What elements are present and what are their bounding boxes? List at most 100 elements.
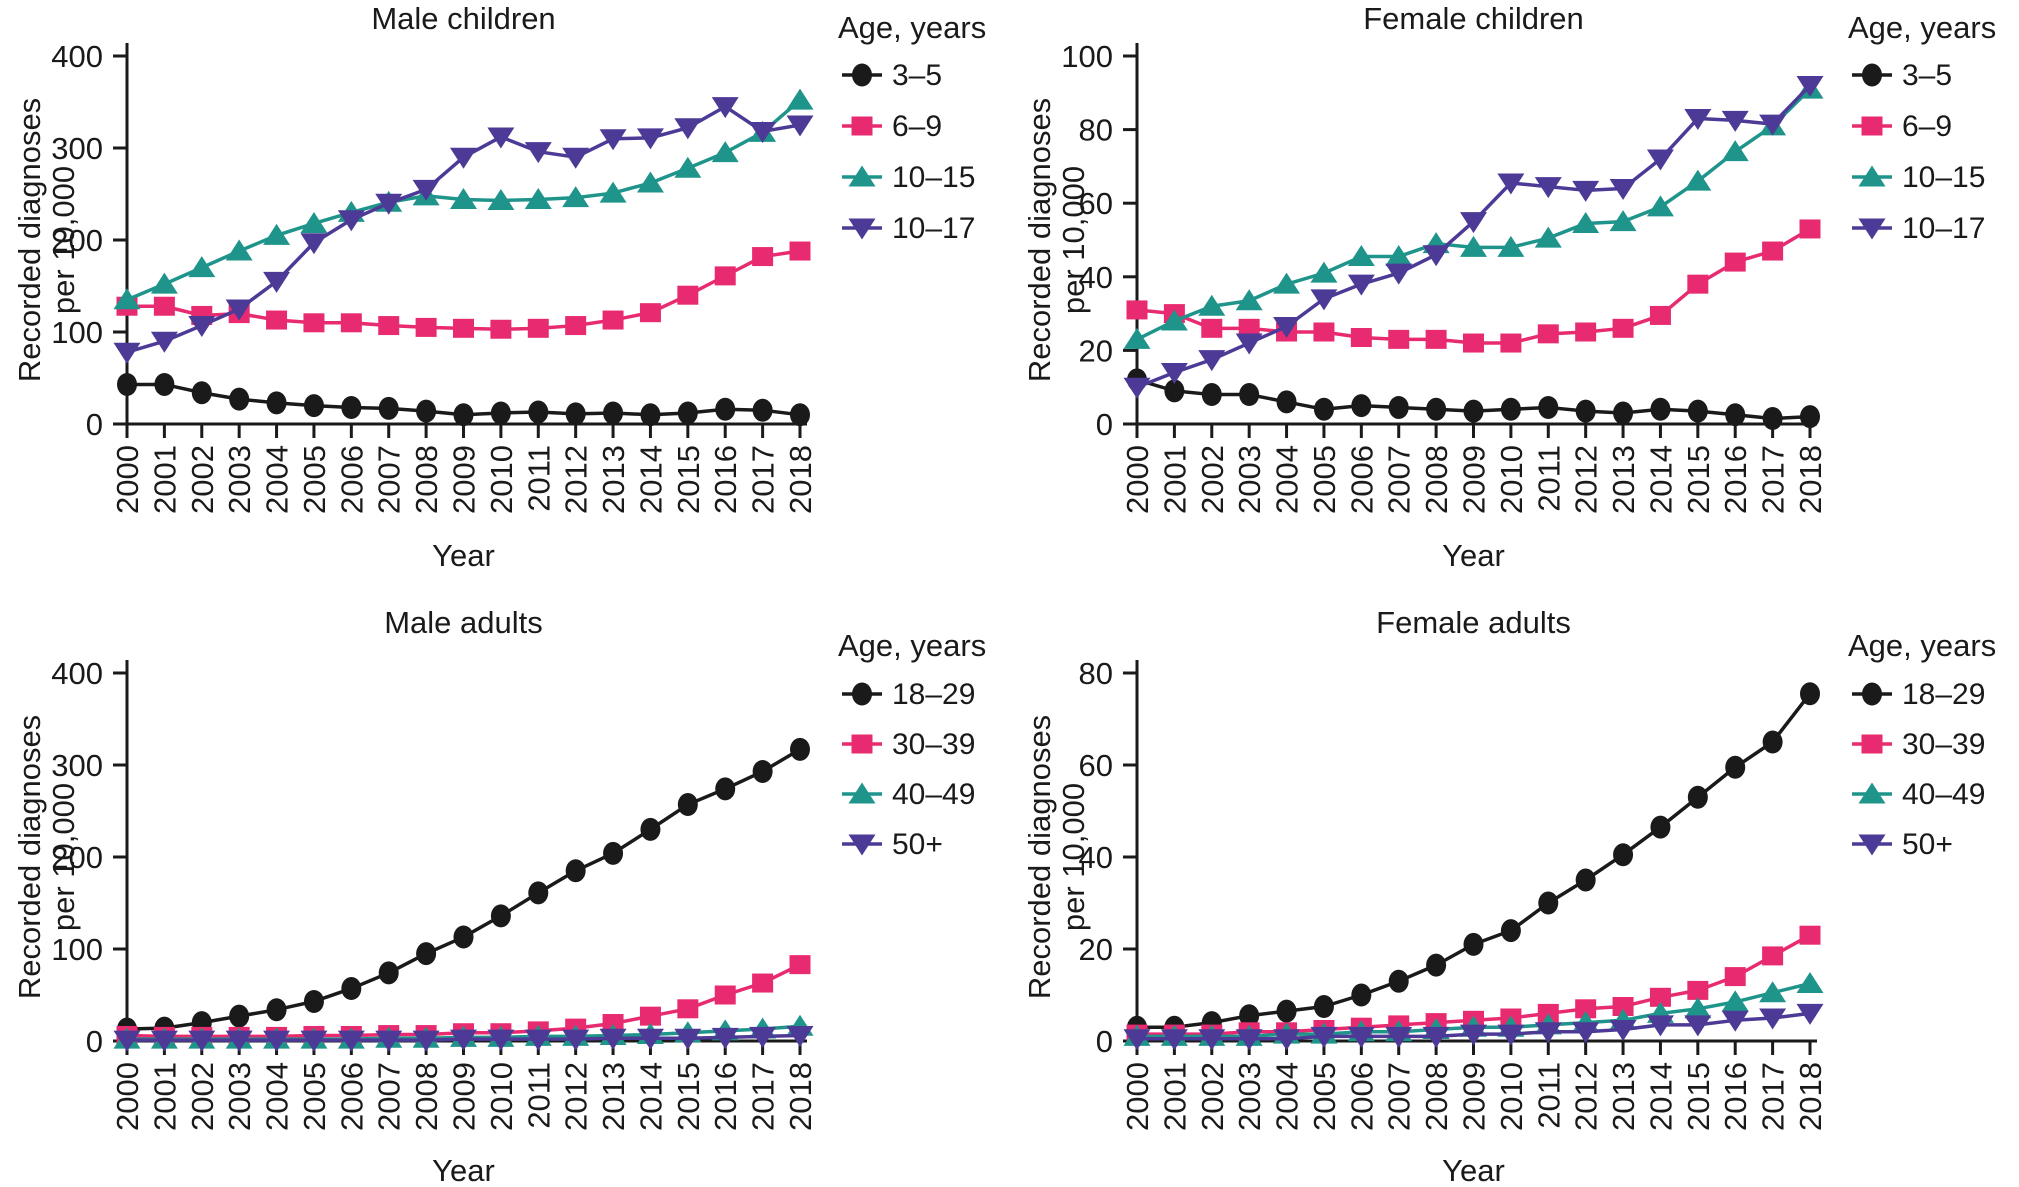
data-point-marker xyxy=(188,1030,216,1052)
series-line xyxy=(127,249,801,331)
data-point-marker xyxy=(378,396,399,420)
data-point-marker xyxy=(714,266,736,286)
data-point-marker xyxy=(1347,1026,1375,1048)
data-point-marker xyxy=(565,316,587,336)
data-point-marker xyxy=(1238,318,1260,338)
data-point-marker xyxy=(1160,309,1188,331)
data-point-marker xyxy=(191,381,212,405)
data-point-marker xyxy=(341,977,362,1001)
data-point-marker xyxy=(1721,140,1749,162)
legend-label: 30–39 xyxy=(1902,728,1985,761)
data-point-marker xyxy=(1649,305,1671,325)
data-point-marker xyxy=(266,391,287,415)
data-point-marker xyxy=(1534,177,1562,199)
data-point-marker xyxy=(1725,403,1746,427)
data-point-marker xyxy=(229,387,250,411)
data-point-marker xyxy=(1572,1022,1600,1044)
legend-marker xyxy=(852,63,872,87)
data-point-marker xyxy=(1160,1029,1188,1051)
data-point-marker xyxy=(1126,300,1148,320)
data-point-marker xyxy=(565,859,586,883)
data-point-marker xyxy=(1575,322,1597,342)
x-tick-label: 2005 xyxy=(297,1062,332,1131)
y-tick-label: 100 xyxy=(1061,39,1113,74)
series-line xyxy=(1137,692,1812,1029)
legend-title: Age, years xyxy=(838,628,986,663)
legend-marker xyxy=(848,218,876,240)
data-point-marker xyxy=(303,313,325,333)
data-point-marker xyxy=(150,272,178,294)
y-tick-label: 100 xyxy=(51,932,103,967)
series-10-17 xyxy=(113,97,814,364)
data-point-marker xyxy=(1198,1029,1226,1051)
data-point-marker xyxy=(1422,1026,1450,1048)
x-tick-label: 2008 xyxy=(1419,1062,1454,1131)
data-point-marker xyxy=(378,961,399,985)
axes xyxy=(113,660,807,1055)
x-tick-label: 2014 xyxy=(1643,1062,1678,1131)
data-point-marker xyxy=(524,1029,552,1051)
x-tick-label: 2005 xyxy=(1307,445,1342,514)
x-tick-label: 2009 xyxy=(1457,445,1492,514)
data-point-marker xyxy=(490,319,512,339)
x-tick-label: 2011 xyxy=(1531,1062,1566,1129)
x-tick-label: 2004 xyxy=(260,1062,295,1131)
data-point-marker xyxy=(636,1028,664,1050)
data-point-marker xyxy=(1388,329,1410,349)
series-50+ xyxy=(1123,1003,1824,1051)
data-point-marker xyxy=(752,973,774,993)
data-point-marker xyxy=(1759,114,1787,136)
x-tick-label: 2003 xyxy=(1232,1062,1267,1131)
data-point-marker xyxy=(1609,1020,1637,1041)
data-point-marker xyxy=(266,998,287,1022)
data-point-marker xyxy=(490,401,511,425)
data-point-marker xyxy=(639,1006,661,1026)
data-point-marker xyxy=(1463,932,1484,956)
data-point-marker xyxy=(677,285,699,305)
legend-label: 40–49 xyxy=(1902,778,1985,811)
legend-title: Age, years xyxy=(1848,628,1996,663)
x-tick-label: 2002 xyxy=(1195,445,1230,514)
data-point-marker xyxy=(1276,390,1297,414)
data-point-marker xyxy=(527,318,549,338)
legend-entry: 30–39 xyxy=(1852,728,1985,761)
data-point-marker xyxy=(599,181,627,203)
x-tick-label: 2010 xyxy=(484,1062,519,1131)
data-point-marker xyxy=(1273,1029,1301,1051)
x-tick-label: 2003 xyxy=(1232,445,1267,514)
data-point-marker xyxy=(786,115,814,137)
data-point-marker xyxy=(1684,997,1712,1019)
y-tick-label: 40 xyxy=(1079,840,1113,875)
data-point-marker xyxy=(300,233,328,255)
data-point-marker xyxy=(1198,350,1226,372)
data-point-marker xyxy=(1762,730,1783,754)
legend-entry: 10–15 xyxy=(1852,161,1985,194)
legend-marker xyxy=(1862,63,1882,87)
data-point-marker xyxy=(1123,1029,1151,1051)
data-point-marker xyxy=(528,881,549,905)
data-point-marker xyxy=(1646,1015,1674,1037)
data-point-marker xyxy=(1725,755,1746,779)
data-point-marker xyxy=(1575,999,1597,1019)
x-tick-label: 2018 xyxy=(1793,1062,1828,1131)
legend-label: 50+ xyxy=(892,828,943,861)
data-point-marker xyxy=(1762,946,1784,966)
x-tick-label: 2010 xyxy=(1494,445,1529,514)
data-point-marker xyxy=(1687,980,1709,1000)
data-point-marker xyxy=(300,1030,328,1052)
legend: Age, years 3–5 6–9 10–15 10–17 xyxy=(1848,10,1996,245)
x-tick-label: 2001 xyxy=(147,1062,182,1131)
data-point-marker xyxy=(1460,212,1487,234)
legend-label: 3–5 xyxy=(1902,59,1952,92)
y-axis-title-line1: Recorded diagnoses xyxy=(1022,98,1057,382)
x-tick-label: 2006 xyxy=(334,445,369,514)
data-point-marker xyxy=(1762,241,1784,261)
data-point-marker xyxy=(711,1027,739,1049)
data-point-marker xyxy=(636,171,664,193)
data-point-marker xyxy=(150,331,178,353)
legend-entry: 30–39 xyxy=(842,728,975,761)
data-point-marker xyxy=(1123,327,1151,349)
data-point-marker xyxy=(674,118,702,140)
x-tick-label: 2004 xyxy=(1270,445,1305,514)
